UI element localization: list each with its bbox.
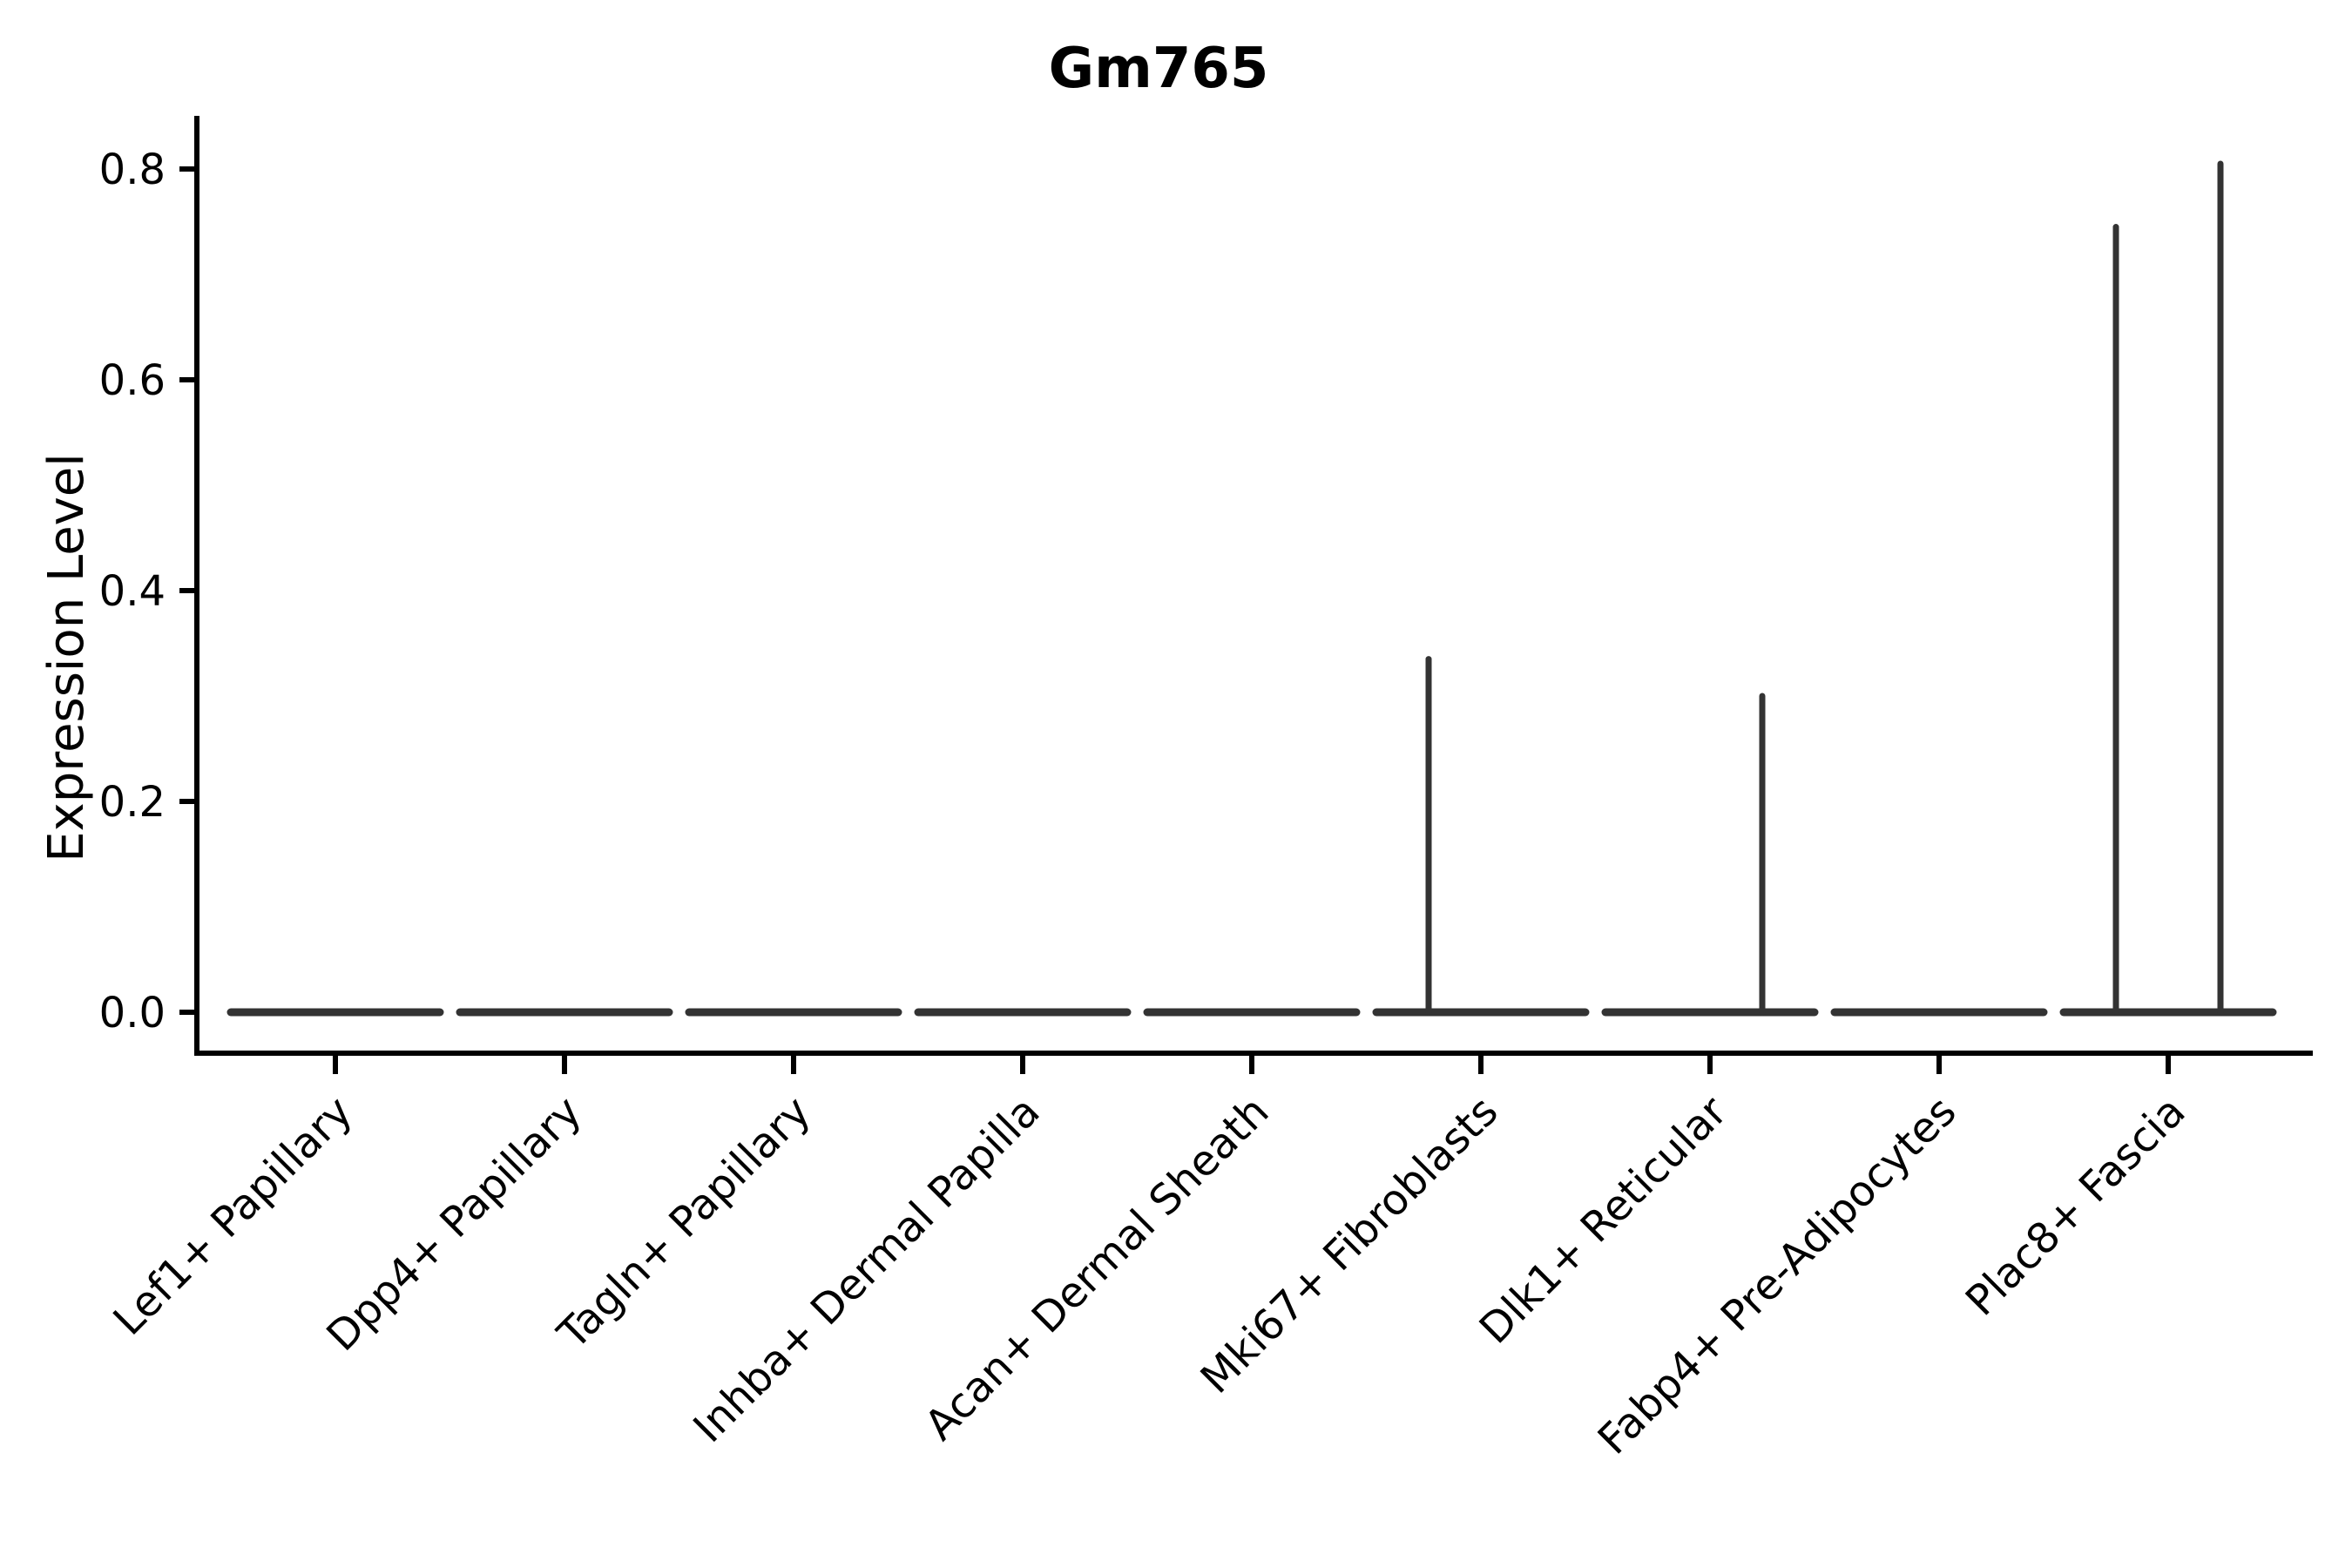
x-tick-label: Tagln+ Papillary xyxy=(548,1087,820,1359)
y-tick-label: 0.2 xyxy=(99,778,166,827)
y-axis-ticks: 0.0 0.2 0.4 0.6 0.8 xyxy=(99,145,197,1037)
y-axis-label: Expression Level xyxy=(38,453,95,862)
y-tick-label: 0.6 xyxy=(99,356,166,405)
y-tick-label: 0.8 xyxy=(99,145,166,194)
x-tick-label: Lef1+ Papillary xyxy=(105,1087,362,1345)
violins-layer xyxy=(226,160,2277,1017)
chart-title: Gm765 xyxy=(1049,37,1269,101)
y-tick-label: 0.4 xyxy=(99,567,166,616)
x-tick-label: Dlk1+ Reticular xyxy=(1470,1087,1737,1354)
x-tick-label: Dpp4+ Papillary xyxy=(317,1087,591,1361)
x-tick-label: Plac8+ Fascia xyxy=(1957,1087,2195,1326)
y-tick-label: 0.0 xyxy=(99,989,166,1037)
